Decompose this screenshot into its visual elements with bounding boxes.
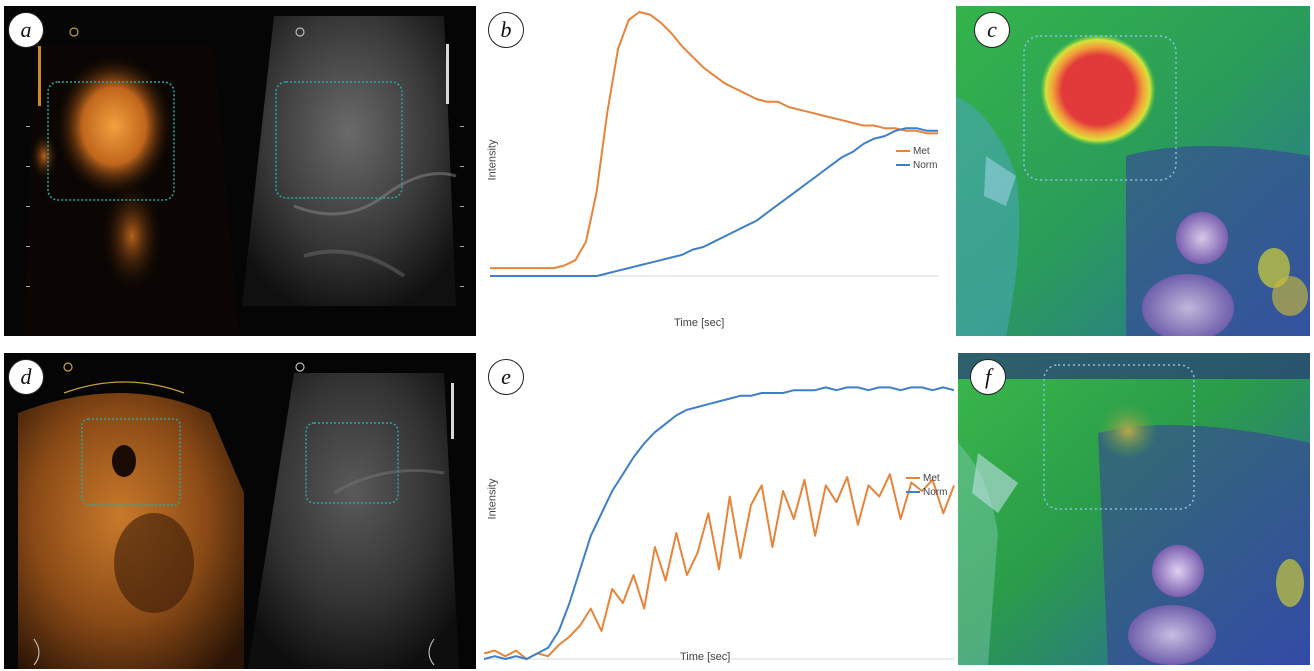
- roi-box-bmode-d: [305, 422, 399, 504]
- panel-label-c: c: [974, 12, 1010, 48]
- panel-label-f: f: [970, 359, 1006, 395]
- pet-hotspot: [1040, 34, 1156, 146]
- series-line-norm: [490, 127, 938, 277]
- panel-d-ultrasound: d: [4, 353, 476, 669]
- legend-e: Met Norm: [906, 471, 947, 499]
- hypoenhancing-lesion: [112, 445, 136, 477]
- legend-label-norm: Norm: [913, 159, 938, 171]
- panel-a-ultrasound: a: [4, 6, 476, 336]
- y-axis-label-e: Intensity: [486, 478, 499, 520]
- legend-swatch-met: [896, 150, 910, 152]
- panel-b-chart: b Intensity Time [sec] Met Norm: [484, 6, 950, 336]
- panel-e-chart: e Intensity Time [sec] Met Norm: [484, 353, 956, 669]
- bmode-sector-d: [248, 373, 459, 669]
- legend-item-norm: Norm: [896, 158, 937, 172]
- series-line-met: [490, 11, 938, 270]
- series-line-met: [484, 473, 955, 660]
- panel-label-e: e: [488, 359, 524, 395]
- panel-label-b: b: [488, 12, 524, 48]
- x-axis-label-b: Time [sec]: [674, 317, 725, 329]
- legend-swatch-met-e: [906, 477, 920, 479]
- tic-chart-b: [490, 11, 938, 277]
- roi-box-ceus: [47, 81, 175, 201]
- legend-label-met-e: Met: [923, 472, 940, 484]
- legend-b: Met Norm: [896, 144, 937, 172]
- bmode-sector: [242, 16, 456, 306]
- ultrasound-image-a: [4, 6, 476, 336]
- legend-label-met: Met: [913, 145, 930, 157]
- legend-item-met: Met: [896, 144, 937, 158]
- legend-label-norm-e: Norm: [923, 486, 948, 498]
- legend-item-norm-e: Norm: [906, 485, 947, 499]
- roi-box-pet: [1023, 35, 1177, 181]
- legend-item-met-e: Met: [906, 471, 947, 485]
- panel-f-petct: f: [958, 353, 1310, 665]
- petct-image-c: [956, 6, 1310, 336]
- x-axis-label-e: Time [sec]: [680, 651, 731, 663]
- roi-box-ceus-d: [81, 418, 181, 506]
- roi-box-bmode: [275, 81, 403, 199]
- y-axis-label-b: Intensity: [486, 139, 499, 181]
- tic-chart-e: [484, 386, 955, 660]
- roi-box-pet-f: [1043, 364, 1195, 510]
- enhancing-lesion: [56, 56, 172, 196]
- series-line-norm: [484, 386, 955, 660]
- panel-label-a: a: [8, 12, 44, 48]
- ultrasound-image-d: [4, 353, 476, 669]
- legend-swatch-norm-e: [906, 491, 920, 493]
- legend-swatch-norm: [896, 164, 910, 166]
- panel-c-petct: c: [956, 6, 1310, 336]
- panel-label-d: d: [8, 359, 44, 395]
- petct-image-f: [958, 353, 1310, 665]
